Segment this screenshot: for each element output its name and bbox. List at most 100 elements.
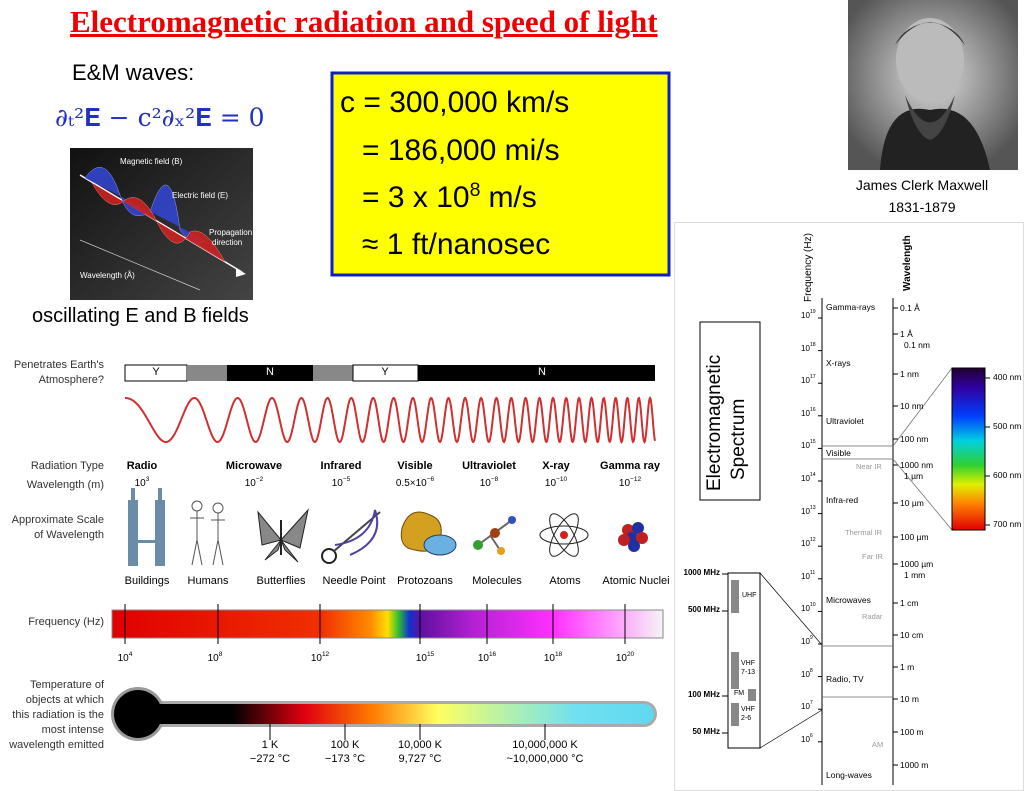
temperature-kelvin: 1 K [261, 739, 279, 751]
frequency-tick-base: 10 [801, 734, 810, 744]
scale-object: Molecules [472, 575, 522, 587]
figure-label: Wavelength (Å) [80, 271, 135, 280]
row-label: wavelength emitted [9, 739, 104, 751]
frequency-tick-exp: 20 [626, 651, 635, 658]
wave-figure [70, 148, 253, 300]
frequency-tick-exp: 12 [321, 651, 330, 658]
frequency-tick-exp: 16 [488, 651, 497, 658]
visible-tick: 700 nm [993, 519, 1022, 529]
scale-object: Humans [187, 575, 229, 587]
temperature-kelvin: 10,000 K [397, 739, 443, 751]
scale-object: Buildings [124, 575, 170, 587]
row-label: objects at which [25, 694, 104, 706]
frequency-tick-base: 10 [801, 604, 810, 614]
speed-line: ≈ 1 ft/nanosec [362, 228, 551, 261]
atmosphere-bar [124, 364, 655, 382]
radiation-type: Microwave [225, 460, 283, 472]
atmosphere-label: N [266, 366, 274, 378]
frequency-tick-base: 10 [310, 653, 322, 664]
frequency-tick-base: 10 [207, 653, 219, 664]
wavelength-base: 10 [244, 478, 256, 489]
wavelength-label: 0.1 Å [900, 303, 920, 313]
region: Ultraviolet [826, 416, 864, 426]
frequency-tick-base: 10 [801, 408, 810, 418]
frequency-tick-exp: 6 [809, 732, 813, 739]
region: Radio, TV [826, 674, 864, 684]
portrait [848, 0, 1018, 170]
frequency-tick-base: 10 [801, 376, 810, 386]
region: X-rays [826, 358, 851, 368]
wavelength: 10−8 [479, 476, 499, 489]
frequency-tick-base: 10 [801, 637, 810, 646]
frequency-tick: 1015 [801, 440, 816, 450]
wave [125, 396, 656, 444]
frequency-tick: 106 [801, 732, 813, 744]
wavelength: 0.5×10−6 [396, 476, 434, 489]
frequency-tick: 1017 [801, 375, 816, 386]
wavelength-label: 100 m [900, 727, 924, 737]
row-label: Approximate Scale [11, 514, 104, 526]
frequency-tick-base: 10 [801, 571, 810, 581]
row-label: Atmosphere? [38, 374, 104, 386]
wavelength-exp: −8 [490, 476, 499, 483]
wavelength-base: 10 [134, 478, 146, 489]
frequency-tick-exp: 8 [809, 667, 813, 674]
frequency-tick-exp: 14 [809, 472, 816, 478]
wavelength-base: 10 [479, 478, 491, 489]
radiation-type: Gamma ray [600, 460, 660, 472]
temperature-kelvin: 10,000,000 K [512, 739, 578, 751]
frequency-tick: 1016 [801, 406, 816, 418]
radiation-type: Infrared [320, 460, 362, 472]
frequency-tick-exp: 4 [128, 651, 133, 658]
frequency-tick-base: 10 [801, 343, 810, 353]
frequency-tick: 109 [801, 635, 813, 646]
speed-line: = 3 x 108 m/s [362, 180, 537, 214]
band-label: FM [734, 690, 745, 697]
frequency-tick: 1011 [801, 569, 816, 581]
frequency-tick-exp: 16 [809, 406, 816, 413]
figure-caption: oscillating E and B fields [32, 305, 249, 327]
frequency-tick-base: 10 [801, 669, 810, 679]
band-label: 2-6 [741, 715, 752, 722]
radio-frequency: 50 MHz [692, 727, 720, 736]
figure-label: Electric field (E) [172, 191, 229, 200]
spectrum-panel [674, 222, 1024, 791]
frequency-tick-exp: 10 [809, 602, 816, 609]
frequency-tick: 1015 [415, 651, 434, 664]
region: Thermal IR [845, 528, 883, 537]
frequency-tick: 1016 [478, 651, 497, 664]
axis-label: Frequency (Hz) [803, 233, 814, 302]
frequency-tick-base: 10 [801, 311, 810, 320]
wavelength-label: 10 µm [900, 498, 924, 508]
frequency-tick: 107 [801, 701, 813, 712]
frequency-tick-base: 10 [415, 653, 427, 664]
region: Infra-red [826, 495, 859, 505]
speed-text: = 3 x 10 [362, 181, 470, 214]
frequency-tick: 1012 [801, 538, 816, 548]
wavelength-base: 10 [544, 478, 557, 489]
frequency-tick: 1014 [801, 472, 816, 483]
frequency-bar-ticks [124, 604, 626, 644]
wavelength-base: 10 [618, 478, 631, 489]
frequency-tick-base: 10 [801, 474, 810, 483]
region: Radar [862, 612, 883, 621]
figure-label: Propagation [209, 228, 253, 237]
wavelength-label: 1000 m [900, 760, 929, 770]
band-label: VHF [741, 706, 755, 713]
row-label: of Wavelength [34, 529, 104, 541]
panel-title: Electromagnetic [704, 354, 725, 491]
frequency-tick-base: 10 [801, 702, 810, 712]
scale-object: Atomic Nuclei [602, 575, 670, 587]
temperature-celsius: ~10,000,000 °C [506, 753, 584, 765]
region: Microwaves [826, 595, 871, 605]
temperature-celsius: −272 °C [249, 753, 291, 765]
row-label: Frequency (Hz) [28, 616, 104, 628]
frequency-tick: 104 [118, 651, 133, 664]
wavelength-label: 10 cm [900, 630, 924, 640]
row-label: Radiation Type [30, 460, 104, 472]
visible-tick: 500 nm [993, 421, 1022, 431]
frequency-tick-exp: 11 [809, 569, 816, 576]
region: Far IR [862, 552, 883, 561]
